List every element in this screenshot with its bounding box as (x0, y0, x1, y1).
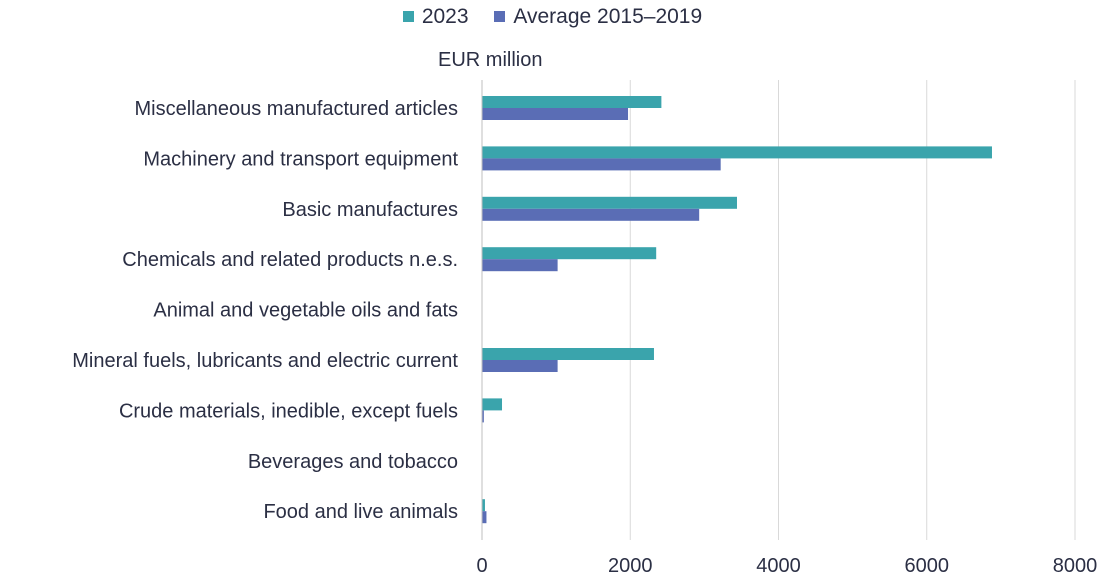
bar-2023 (482, 196, 737, 209)
bar-2023 (482, 247, 657, 260)
category-label: Animal and vegetable oils and fats (153, 300, 458, 322)
category-label: Beverages and tobacco (248, 451, 458, 473)
legend-swatch-average (494, 11, 506, 22)
legend-label-average: Average 2015–2019 (513, 4, 703, 28)
category-label: Chemicals and related products n.e.s. (122, 249, 458, 271)
legend-item-average: Average 2015–2019 (494, 5, 702, 29)
chart-legend: 2023 Average 2015–2019 (0, 4, 1105, 29)
category-label: Mineral fuels, lubricants and electric c… (72, 350, 458, 372)
bar-average-2015-2019 (482, 208, 700, 221)
legend-swatch-2023 (402, 11, 414, 22)
category-label: Basic manufactures (282, 199, 458, 221)
bar-average-2015-2019 (482, 360, 558, 372)
x-tick-label: 4000 (756, 555, 801, 576)
bar-2023 (482, 499, 485, 512)
bar-average-2015-2019 (482, 410, 484, 423)
legend-label-2023: 2023 (421, 4, 469, 28)
x-tick-label: 2000 (608, 555, 653, 576)
bar-2023 (482, 146, 992, 159)
x-tick-label: 0 (476, 555, 487, 576)
bar-2023 (482, 348, 654, 360)
bar-2023 (482, 398, 503, 411)
bar-average-2015-2019 (482, 511, 487, 524)
category-label: Machinery and transport equipment (143, 148, 458, 170)
bar-2023 (482, 96, 662, 108)
bar-average-2015-2019 (482, 108, 629, 120)
bar-average-2015-2019 (482, 259, 558, 272)
category-label: Food and live animals (263, 501, 458, 523)
x-tick-label: 6000 (905, 555, 950, 576)
unit-label: EUR million (438, 49, 543, 71)
category-label: Miscellaneous manufactured articles (135, 98, 459, 120)
category-label: Crude materials, inedible, except fuels (119, 400, 458, 422)
x-tick-label: 8000 (1053, 555, 1098, 576)
bar-average-2015-2019 (482, 158, 721, 171)
legend-item-2023: 2023 (402, 4, 469, 29)
